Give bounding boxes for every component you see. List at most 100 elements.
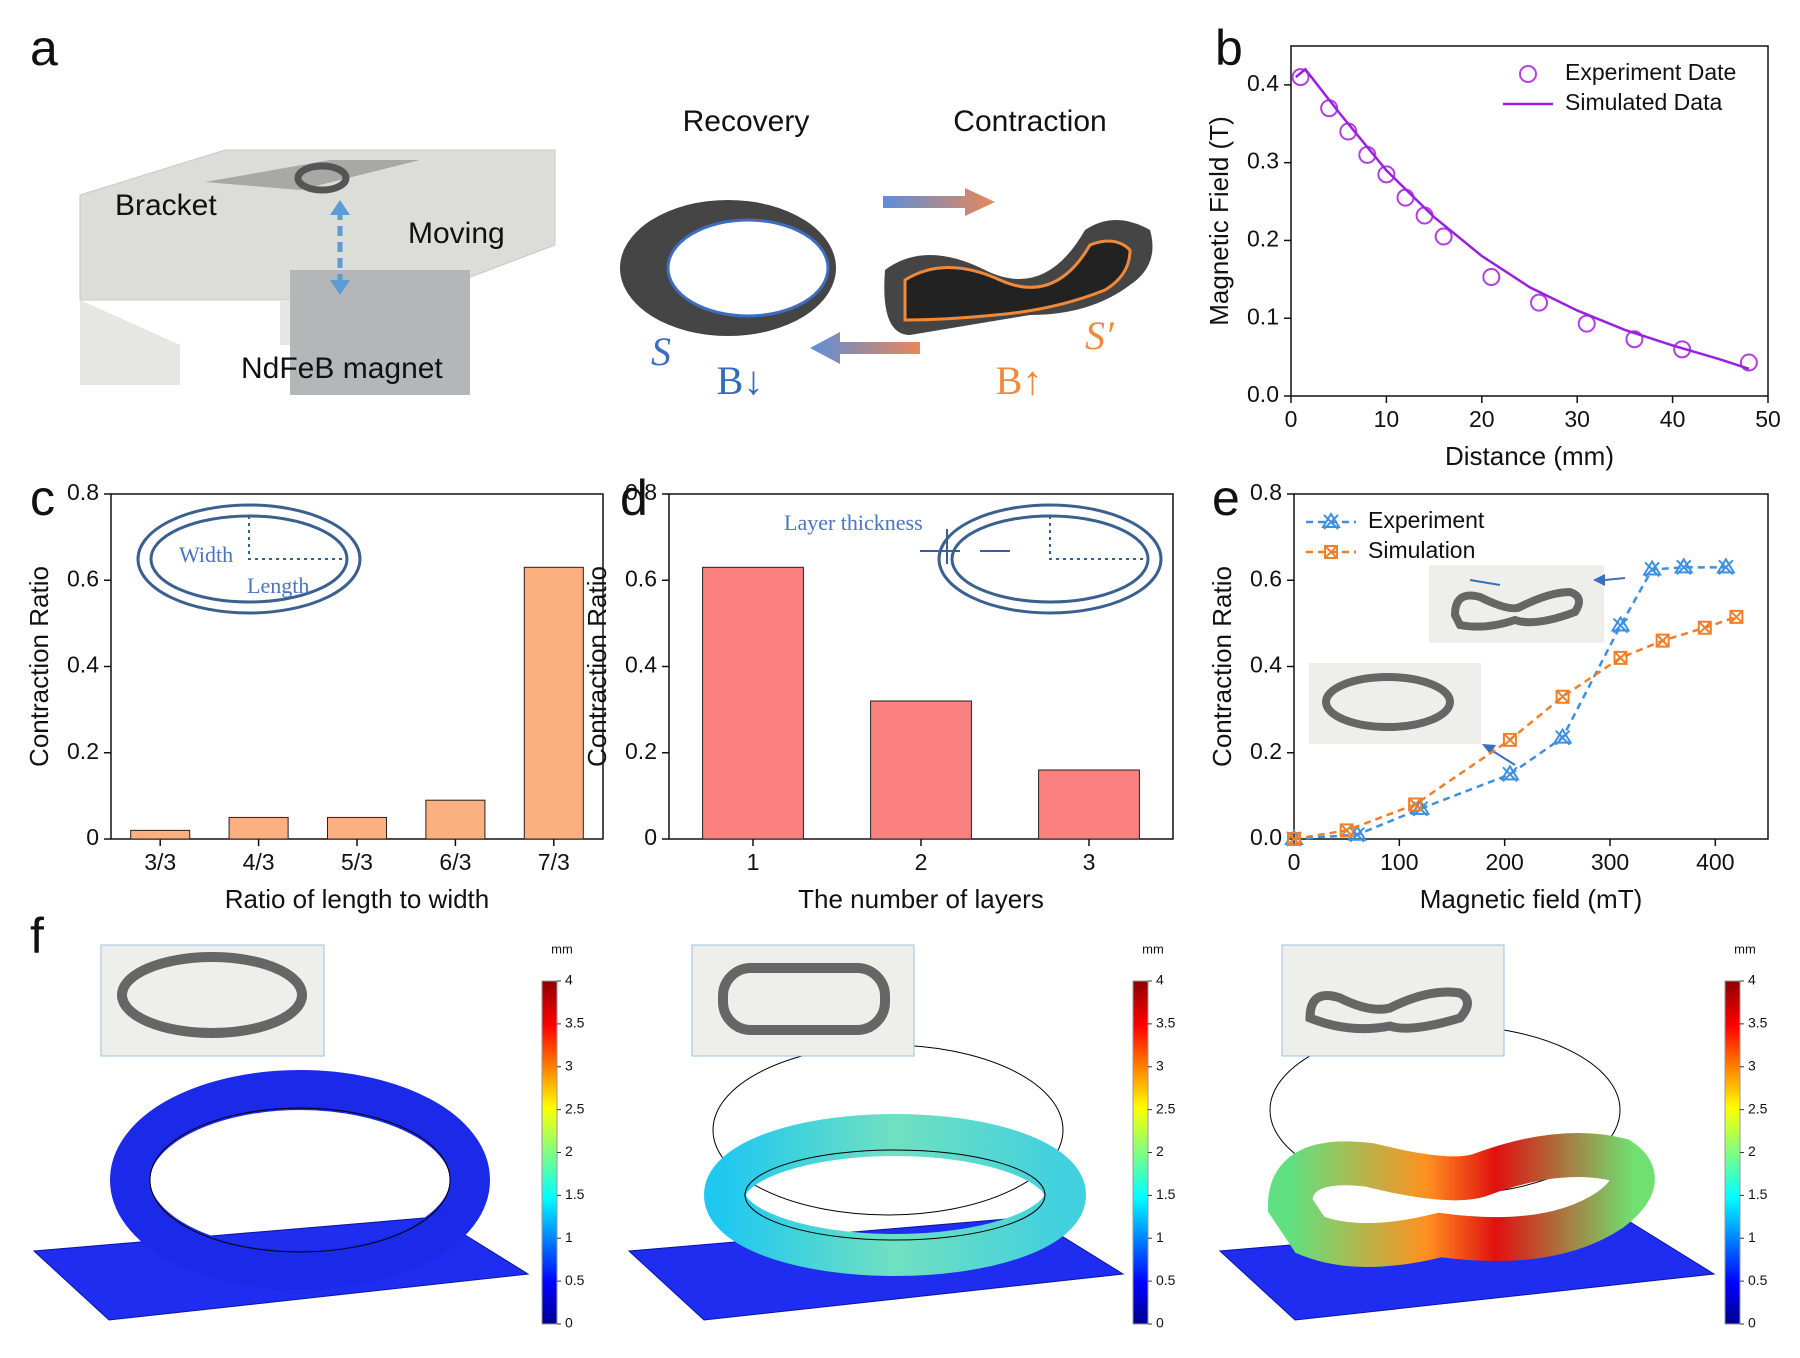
colorbar-tick-label: 2 bbox=[565, 1143, 573, 1159]
y-tick-label: 0.8 bbox=[67, 479, 99, 505]
colorbar-tick-label: 0.5 bbox=[1748, 1272, 1768, 1288]
x-tick-label: 400 bbox=[1696, 849, 1734, 875]
marker bbox=[1697, 620, 1712, 635]
y-tick-label: 0.4 bbox=[625, 652, 657, 678]
marker bbox=[1324, 545, 1338, 559]
inset-ellipse bbox=[136, 503, 362, 615]
colorbar-tick-label: 2.5 bbox=[1156, 1100, 1176, 1116]
series-line bbox=[1293, 615, 1737, 841]
colorbar-tick-label: 1 bbox=[565, 1229, 573, 1245]
marker bbox=[1673, 557, 1694, 576]
x-tick-label: 30 bbox=[1564, 406, 1590, 432]
marker bbox=[1519, 65, 1537, 83]
x-tick-label: 300 bbox=[1591, 849, 1629, 875]
bar bbox=[130, 829, 191, 840]
simulation-renders bbox=[32, 944, 1716, 1321]
x-tick-label: 3 bbox=[1083, 849, 1096, 875]
marker bbox=[1610, 615, 1631, 634]
series-line bbox=[1294, 67, 1750, 370]
annotation: Layer thickness bbox=[784, 510, 923, 535]
x-tick-label: 4/3 bbox=[243, 849, 275, 875]
bar bbox=[425, 799, 486, 840]
y-axis-label: Magnetic Field (T) bbox=[1204, 116, 1234, 326]
marker bbox=[1577, 314, 1596, 333]
colorbar: mm 0 0.5 1 1.5 2 2.5 3 3.5 4 bbox=[1132, 941, 1176, 1331]
colorbar-unit: mm bbox=[1734, 941, 1756, 956]
marker bbox=[1552, 727, 1573, 746]
y-tick-label: 0.1 bbox=[1247, 303, 1279, 329]
colorbar: mm 0 0.5 1 1.5 2 2.5 3 3.5 4 bbox=[1724, 941, 1768, 1331]
shape-label: S bbox=[651, 329, 671, 374]
marker bbox=[1655, 633, 1670, 648]
x-axis-label: The number of layers bbox=[798, 884, 1044, 914]
marker bbox=[1482, 268, 1501, 286]
colorbar-tick-label: 0.5 bbox=[1156, 1272, 1176, 1288]
colorbar-tick-label: 1.5 bbox=[565, 1186, 585, 1202]
x-tick-label: 40 bbox=[1660, 406, 1686, 432]
inset-ellipse bbox=[937, 503, 1163, 615]
y-axis-label: Contraction Ratio bbox=[1207, 566, 1237, 767]
marker bbox=[1287, 832, 1301, 846]
colorbar-tick-label: 2.5 bbox=[565, 1100, 585, 1116]
colorbar-scale bbox=[1724, 980, 1741, 1325]
part-label: NdFeB magnet bbox=[241, 352, 443, 385]
x-tick-label: 100 bbox=[1380, 849, 1418, 875]
bar bbox=[326, 816, 388, 840]
panel-label: e bbox=[1212, 470, 1240, 526]
field-label: B↑ bbox=[996, 358, 1043, 403]
photo-inset bbox=[1309, 565, 1626, 766]
marker bbox=[1625, 330, 1644, 349]
y-tick-label: 0.4 bbox=[1247, 70, 1279, 96]
colorbar-unit: mm bbox=[551, 941, 573, 956]
part-label: Bracket bbox=[115, 189, 217, 222]
chart: 0.0 0.2 0.4 0.6 0.8 Contraction Ratio Magnetic… bbox=[1207, 479, 1769, 914]
y-tick-label: 0.6 bbox=[1250, 565, 1282, 591]
marker bbox=[1642, 559, 1662, 578]
legend-label: Simulated Data bbox=[1565, 89, 1722, 115]
x-tick-label: 0 bbox=[1288, 849, 1301, 875]
field-label: B↓ bbox=[717, 358, 764, 403]
marker bbox=[1408, 797, 1423, 812]
y-tick-label: 0.6 bbox=[625, 565, 657, 591]
x-tick-label: 50 bbox=[1755, 406, 1781, 432]
marker bbox=[1716, 557, 1736, 576]
marker bbox=[1530, 293, 1549, 312]
y-tick-label: 0.2 bbox=[67, 738, 99, 764]
marker bbox=[1739, 353, 1758, 372]
x-tick-label: 6/3 bbox=[439, 849, 471, 875]
y-tick-label: 0.2 bbox=[1250, 738, 1282, 764]
marker bbox=[1555, 689, 1570, 704]
y-tick-label: 0.4 bbox=[67, 652, 99, 678]
colorbar-tick-label: 3 bbox=[1748, 1057, 1756, 1073]
marker bbox=[1729, 609, 1744, 624]
legend-label: Experiment Date bbox=[1565, 59, 1736, 85]
y-tick-label: 0.2 bbox=[1247, 226, 1279, 252]
ring-illustration bbox=[620, 188, 1153, 364]
x-tick-label: 10 bbox=[1374, 406, 1400, 432]
device-illustration bbox=[79, 149, 556, 395]
chart: 0 0.2 0.4 0.6 0.8 Contraction Ratio The number… bbox=[582, 479, 1174, 914]
x-tick-label: 5/3 bbox=[341, 849, 373, 875]
colorbar-tick-label: 1.5 bbox=[1156, 1186, 1176, 1202]
colorbar-tick-label: 3 bbox=[1156, 1057, 1164, 1073]
y-tick-label: 0.0 bbox=[1250, 824, 1282, 850]
colorbar-tick-label: 2 bbox=[1748, 1143, 1756, 1159]
panel-label: d bbox=[620, 470, 648, 526]
colorbar-tick-label: 2.5 bbox=[1748, 1100, 1768, 1116]
marker bbox=[1613, 650, 1628, 665]
colorbar-tick-label: 1 bbox=[1156, 1229, 1164, 1245]
marker bbox=[1321, 512, 1341, 530]
x-tick-label: 3/3 bbox=[144, 849, 176, 875]
colorbar-tick-label: 3.5 bbox=[1156, 1015, 1176, 1031]
colorbar-tick-label: 3.5 bbox=[565, 1015, 585, 1031]
colorbar-tick-label: 2 bbox=[1156, 1143, 1164, 1159]
panel-label: a bbox=[30, 20, 58, 76]
colorbar-tick-label: 1 bbox=[1748, 1229, 1756, 1245]
marker bbox=[1502, 732, 1517, 747]
marker bbox=[1339, 823, 1354, 838]
y-axis-label: Contraction Ratio bbox=[582, 566, 612, 767]
x-axis-label: Distance (mm) bbox=[1445, 441, 1614, 471]
y-tick-label: 0.6 bbox=[67, 565, 99, 591]
colorbar-tick-label: 3 bbox=[565, 1057, 573, 1073]
